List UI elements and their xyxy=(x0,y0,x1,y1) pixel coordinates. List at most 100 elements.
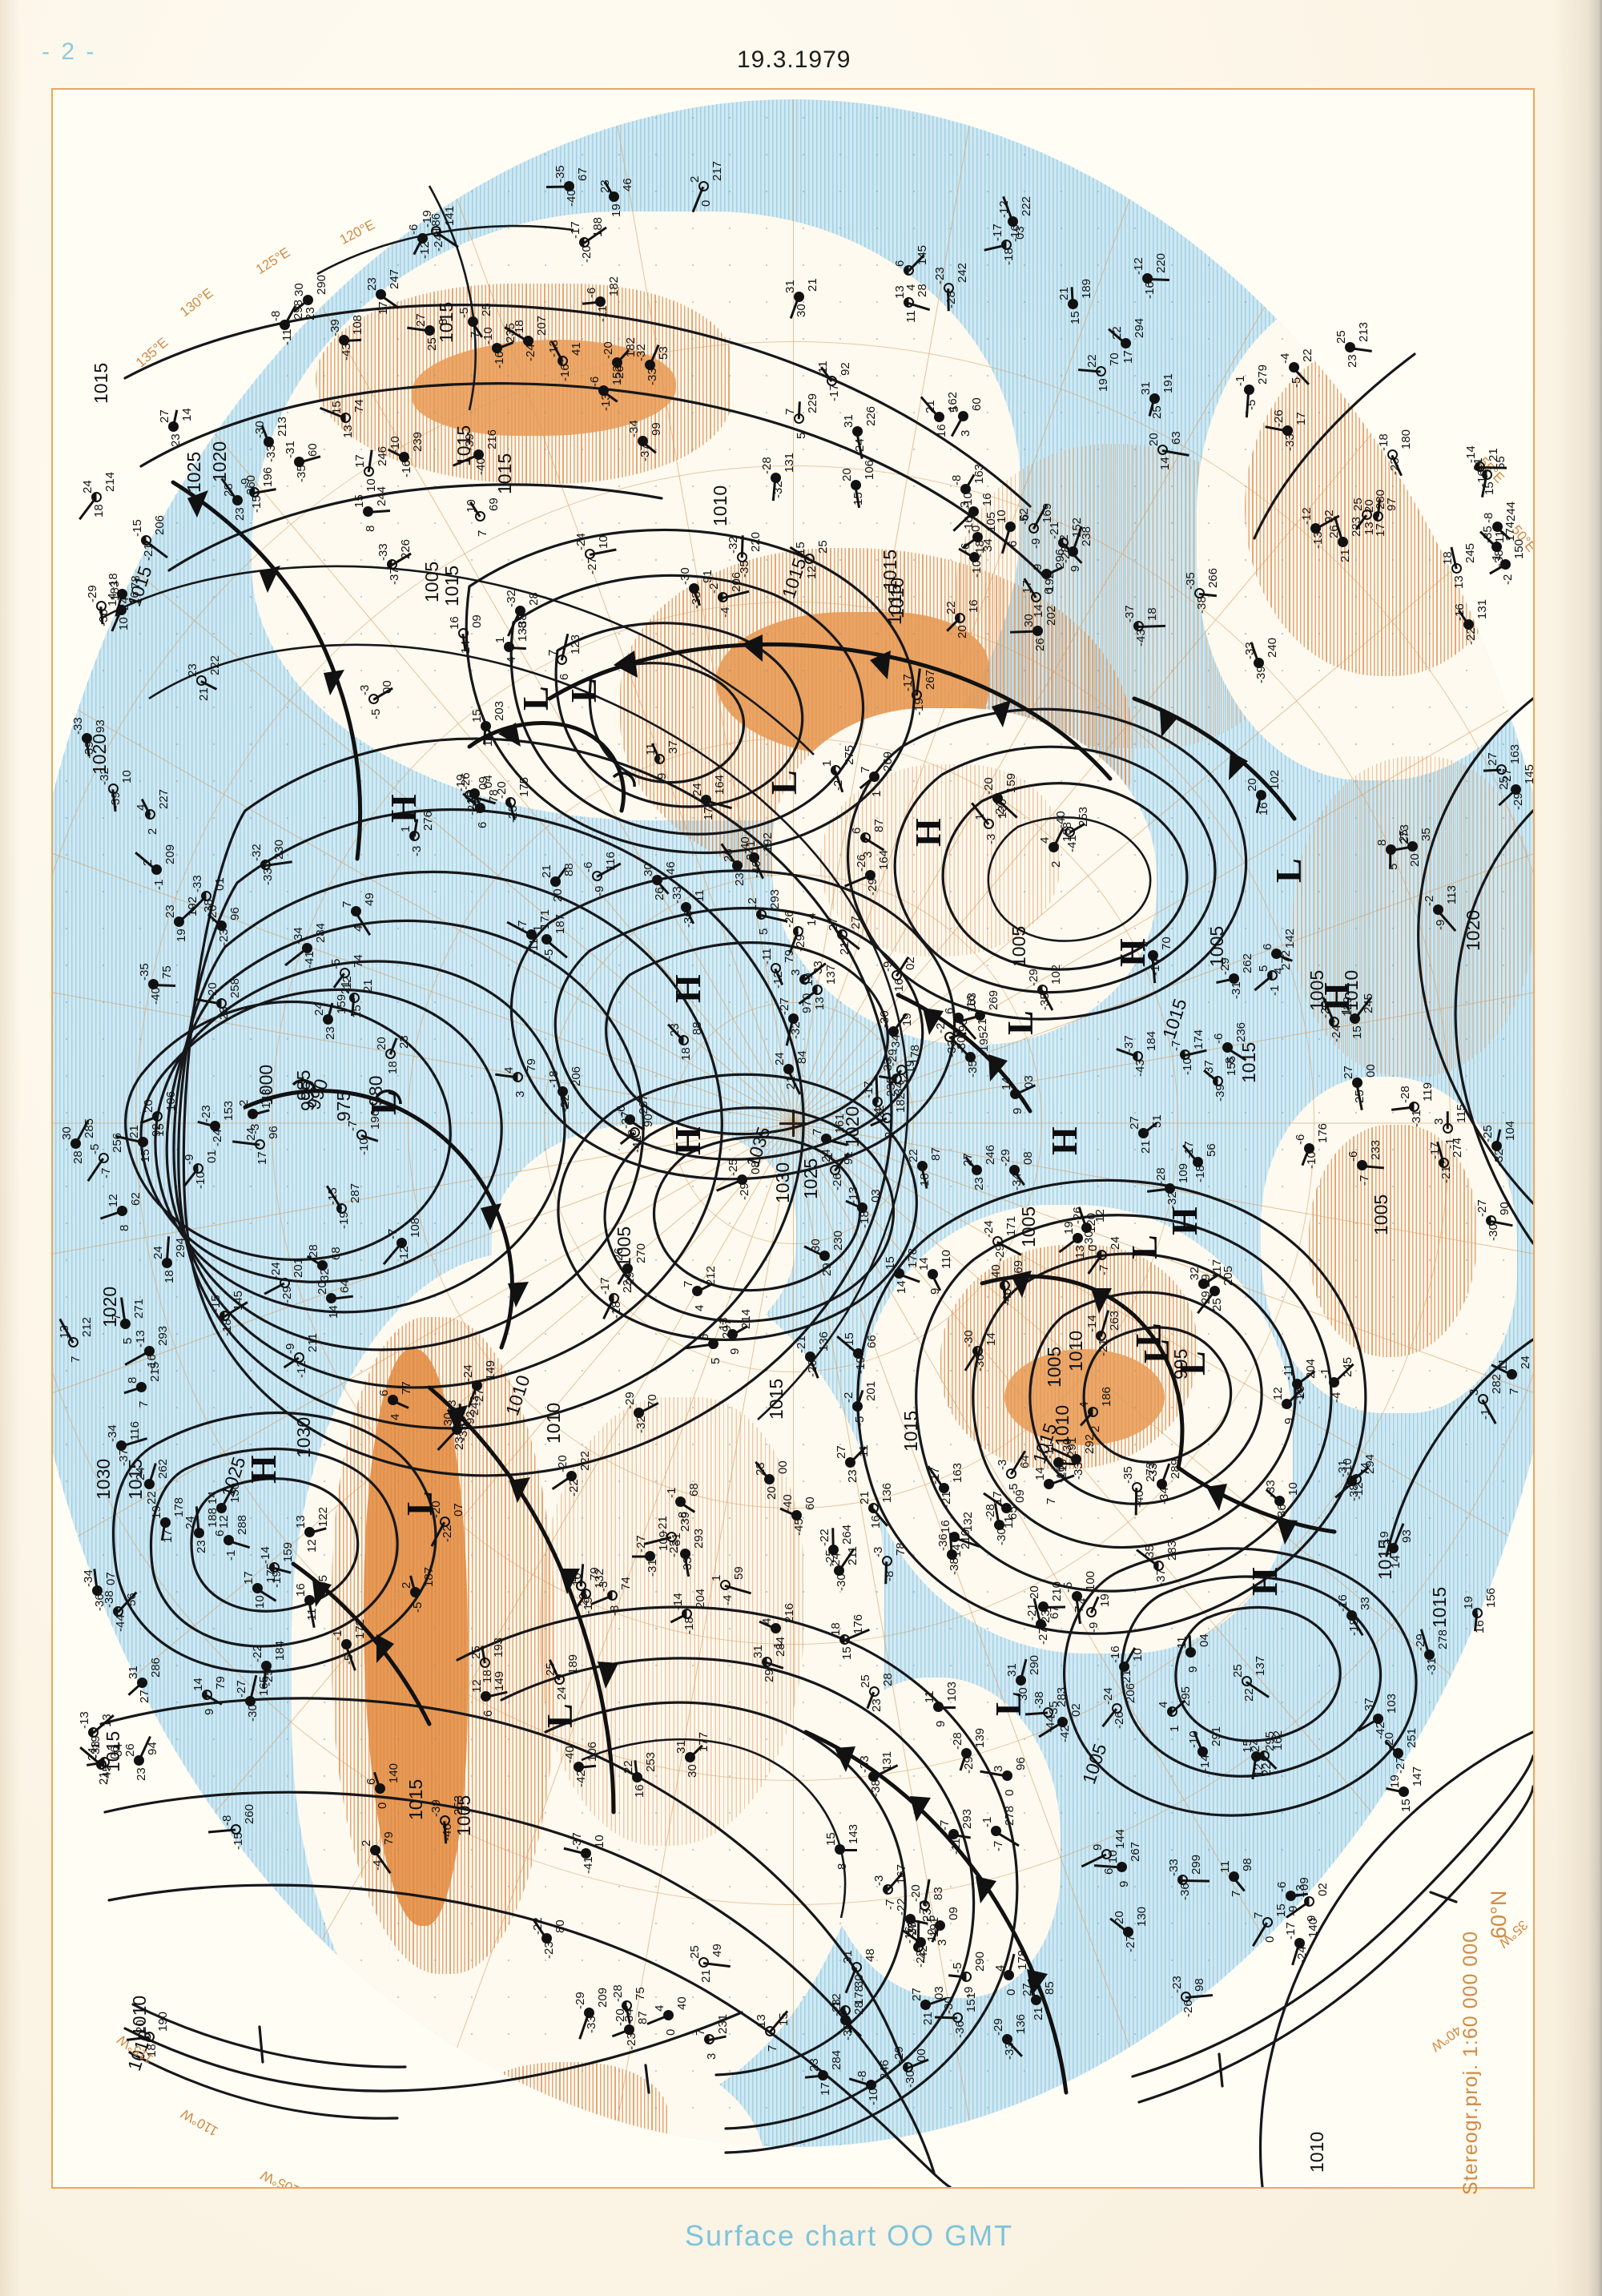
station-value: 100 xyxy=(1084,1570,1097,1591)
station-value: 6 xyxy=(557,673,571,680)
station-value: 11 xyxy=(904,310,918,323)
station-value: 253 xyxy=(644,1751,658,1772)
station-value: 5 xyxy=(709,1357,723,1364)
station-value: -24 xyxy=(269,1262,283,1279)
station-value: 290 xyxy=(315,274,328,295)
station-value: 272 xyxy=(1279,949,1293,970)
station-value: 74 xyxy=(352,954,365,968)
station-value: -44 xyxy=(114,1614,127,1632)
station-value: 235 xyxy=(504,322,517,343)
station-value: -7 xyxy=(1358,1174,1371,1186)
station-value: 6 xyxy=(1102,1867,1116,1875)
station-value: 25 xyxy=(1353,1090,1367,1103)
station-value: 22 xyxy=(145,1491,159,1504)
station-value: 19 xyxy=(610,203,623,217)
station-value: -18 xyxy=(610,1301,623,1319)
station-value: 187 xyxy=(553,913,567,934)
station-value: 16 xyxy=(935,424,948,437)
station-value: -2 xyxy=(831,779,845,791)
station-value: -42 xyxy=(1058,1725,1072,1742)
station-value: 15 xyxy=(777,2012,791,2026)
station-circle-clear xyxy=(984,819,994,829)
station-value: -6 xyxy=(959,542,972,554)
station-value: -30 xyxy=(1487,1223,1500,1241)
station-value: 15 xyxy=(840,1646,854,1660)
station-value: 22 xyxy=(1301,348,1314,362)
station-value: -11 xyxy=(527,938,541,955)
station-value: -36 xyxy=(936,1533,950,1551)
station-value: -8 xyxy=(269,310,283,321)
station-value: 178 xyxy=(1016,1949,1029,1970)
station-value: 178 xyxy=(906,1247,920,1268)
station-value: 31 xyxy=(783,280,797,293)
station-value: 25 xyxy=(1231,1664,1245,1678)
isobar-label: 1015 xyxy=(884,583,905,625)
station-value: 79 xyxy=(382,1831,396,1845)
station-value: -29 xyxy=(86,585,99,602)
station-value: 87 xyxy=(872,819,886,832)
station-value: 7 xyxy=(783,408,797,415)
station-value: -29 xyxy=(962,1756,976,1774)
station-value: 220 xyxy=(749,531,763,552)
station-value: -37 xyxy=(1123,605,1137,622)
isobar-label: 1015 xyxy=(91,362,111,404)
station-value: 24 xyxy=(183,1516,197,1529)
station-circle-clear xyxy=(280,1278,290,1288)
station-value: -9 xyxy=(1087,1621,1101,1633)
station-value: -1 xyxy=(224,1549,238,1561)
station-circle-overcast xyxy=(689,583,699,594)
high-pressure-centre: H xyxy=(1164,1206,1205,1235)
station-value: 23 xyxy=(365,277,379,291)
station-value: 137 xyxy=(1254,1655,1267,1676)
station-value: 18 xyxy=(829,1622,843,1636)
station-value: 293 xyxy=(960,1808,974,1829)
station-circle-overcast xyxy=(783,1064,794,1074)
station-value: 217 xyxy=(710,160,724,181)
station-circle-overcast xyxy=(857,1202,867,1213)
station-value: 99 xyxy=(650,422,663,436)
station-value: 164 xyxy=(877,849,891,870)
station-value: 96 xyxy=(1014,1757,1028,1770)
station-value: -21 xyxy=(1439,1166,1453,1183)
station-value: -42 xyxy=(916,1945,930,1963)
station-value: -33 xyxy=(1243,642,1257,659)
station-value: 299 xyxy=(1189,1854,1203,1875)
station-value: 11 xyxy=(693,889,706,902)
station-value: 21 xyxy=(1338,549,1352,562)
station-value: -27 xyxy=(1475,1199,1489,1217)
station-circle-overcast xyxy=(975,1010,985,1021)
station-value: 284 xyxy=(314,922,328,943)
station-value: 169 xyxy=(1040,502,1054,523)
station-value: -36 xyxy=(1178,1883,1192,1900)
station-value: 64 xyxy=(1018,1455,1032,1468)
station-value: -5 xyxy=(1290,377,1303,388)
station-value: 246 xyxy=(984,1144,997,1165)
station-value: 15 xyxy=(352,494,366,508)
station-value: 60 xyxy=(970,397,984,411)
station-value: 174 xyxy=(1192,1029,1206,1049)
station-value: -16 xyxy=(1475,469,1489,487)
station-value: 25 xyxy=(1210,1298,1224,1311)
station-value: 16 xyxy=(980,493,994,506)
station-value: 0 xyxy=(969,525,983,532)
station-value: 130 xyxy=(228,1482,242,1503)
station-value: 13 xyxy=(717,1317,731,1331)
station-value: -1 xyxy=(1443,1138,1457,1149)
station-value: -14 xyxy=(671,1593,685,1610)
station-value: 3 xyxy=(1467,1388,1481,1396)
station-value: 23 xyxy=(1346,354,1359,368)
station-value: 21 xyxy=(339,981,352,994)
station-value: 294 xyxy=(174,1237,187,1258)
station-value: -5 xyxy=(1245,399,1258,410)
station-circle-overcast xyxy=(526,929,537,940)
station-value: 8 xyxy=(1375,839,1389,846)
low-pressure-centre: L xyxy=(1000,1010,1040,1035)
station-value: 28 xyxy=(916,284,929,297)
station-value: 79 xyxy=(783,949,796,963)
station-value: 206 xyxy=(1124,1682,1137,1703)
station-value: 62 xyxy=(129,1192,143,1206)
station-value: 21 xyxy=(838,941,851,955)
station-value: 17 xyxy=(161,1529,175,1543)
station-value: -16 xyxy=(558,364,572,381)
station-value: -11 xyxy=(1282,1364,1295,1380)
